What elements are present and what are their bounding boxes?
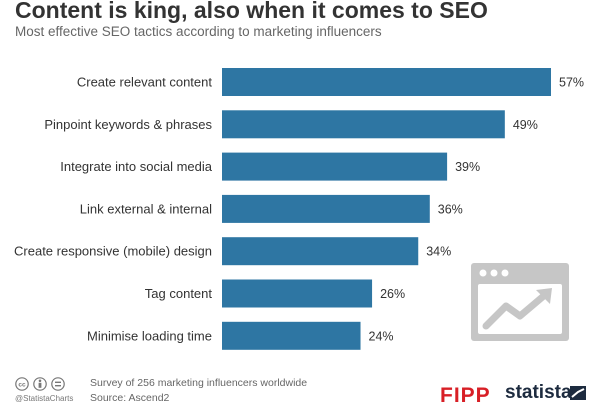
- bar: [222, 321, 361, 350]
- bar: [222, 279, 373, 308]
- value-label: 39%: [455, 160, 480, 174]
- survey-note: Survey of 256 marketing influencers worl…: [90, 377, 308, 389]
- category-label: Integrate into social media: [60, 159, 213, 174]
- bar: [222, 237, 419, 266]
- statista-mark-icon: [570, 386, 586, 400]
- source-line: Source: Ascend2: [90, 392, 170, 404]
- category-label: Tag content: [145, 286, 213, 301]
- category-label: Minimise loading time: [87, 328, 212, 343]
- value-label: 34%: [426, 245, 451, 259]
- fipp-logo: FIPP: [440, 384, 491, 407]
- value-label: 24%: [369, 329, 394, 343]
- license-icons: cc: [15, 377, 65, 391]
- svg-text:cc: cc: [18, 382, 26, 389]
- no-derivatives-icon: [51, 377, 65, 391]
- value-label: 26%: [380, 287, 405, 301]
- value-label: 49%: [513, 118, 538, 132]
- category-label: Create relevant content: [77, 75, 213, 90]
- category-label: Create responsive (mobile) design: [14, 244, 212, 259]
- attribution-icon: [33, 377, 47, 391]
- browser-trend-illustration-icon: [471, 263, 569, 341]
- creative-commons-icon: cc: [15, 377, 29, 391]
- category-label: Link external & internal: [80, 201, 212, 216]
- chart-title: Content is king, also when it comes to S…: [15, 0, 488, 23]
- statista-charts-handle: @StatistaCharts: [15, 394, 74, 403]
- statista-logo: statista: [505, 382, 572, 403]
- bar: [222, 194, 430, 223]
- bar-chart: Create relevant content 57% Pinpoint keywo…: [14, 68, 584, 350]
- value-label: 36%: [438, 202, 463, 216]
- bar: [222, 110, 505, 139]
- category-label: Pinpoint keywords & phrases: [44, 117, 212, 132]
- chart-subtitle: Most effective SEO tactics according to …: [15, 24, 382, 39]
- bar: [222, 68, 551, 96]
- bar: [222, 152, 448, 181]
- value-label: 57%: [559, 76, 584, 90]
